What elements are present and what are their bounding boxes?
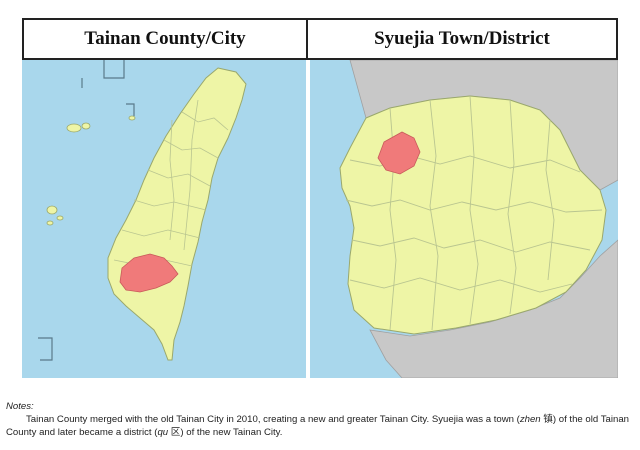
taiwan-map (22, 60, 308, 378)
inset-frames (38, 60, 135, 361)
taiwan-map-svg (38, 60, 247, 361)
right-panel-title: Syuejia Town/District (306, 18, 618, 60)
notes-qu-char: 区 (168, 427, 181, 438)
islands (46, 115, 136, 226)
notes-text-part3: ) of the new Tainan City. (180, 427, 283, 438)
taiwan-island (107, 67, 247, 361)
notes-label: Notes: (6, 401, 34, 412)
notes-text-part2: ) of the old Tainan County and later bec… (6, 414, 629, 438)
notes-zhen-char: 镇 (540, 414, 553, 425)
tainan-map-svg (339, 60, 618, 378)
tainan-map (310, 60, 618, 378)
left-panel-title: Tainan County/City (22, 18, 308, 60)
syuejia-highlight (377, 131, 421, 175)
notes-text-part1: Tainan County merged with the old Tainan… (26, 414, 520, 425)
notes-zhen: zhen (519, 414, 541, 425)
county-borders (113, 99, 229, 267)
maps-container: Tainan County/City Syuejia Town/District (22, 18, 618, 378)
neighbor-south (369, 239, 618, 378)
notes-qu: qu (157, 427, 169, 438)
notes-text: Tainan County merged with the old Tainan… (6, 413, 634, 439)
tainan-highlight (119, 253, 179, 293)
notes-block: Notes: Tainan County merged with the old… (6, 400, 634, 439)
